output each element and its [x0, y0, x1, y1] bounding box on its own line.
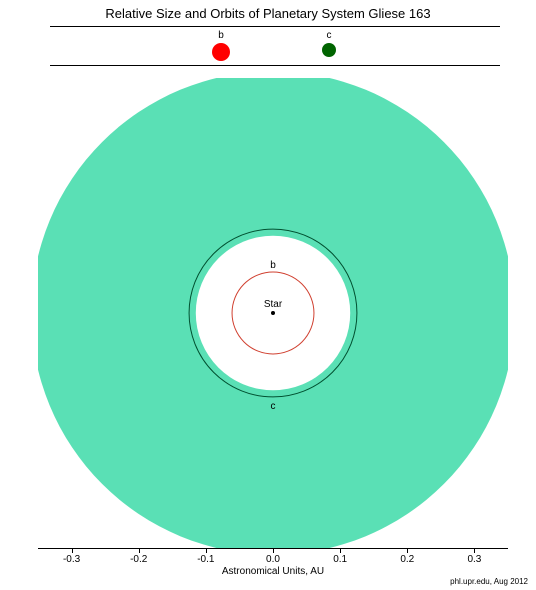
orbit-label-b: b	[270, 260, 276, 271]
tick-mark	[340, 548, 341, 553]
tick-mark	[139, 548, 140, 553]
tick-label: -0.3	[63, 554, 80, 565]
chart-title: Relative Size and Orbits of Planetary Sy…	[0, 6, 536, 21]
tick-mark	[474, 548, 475, 553]
planet-dot-icon	[322, 43, 336, 57]
axis-title: Astronomical Units, AU	[38, 566, 508, 577]
planet-dot-icon	[212, 43, 230, 61]
orbit-plot: b c Star	[38, 78, 508, 548]
credit-text: phl.upr.edu, Aug 2012	[450, 577, 528, 586]
orbit-svg: b c Star	[38, 78, 508, 548]
orbit-label-c: c	[271, 401, 276, 412]
star-marker	[271, 311, 275, 315]
x-axis: -0.3 -0.2 -0.1 0.0 0.1 0.2 0.3 Astronomical Un…	[38, 548, 508, 578]
legend-label: b	[191, 30, 251, 41]
tick-label: 0.1	[333, 554, 347, 565]
legend-label: c	[299, 30, 359, 41]
legend-item-b: b	[191, 30, 251, 66]
star-label: Star	[264, 299, 283, 310]
tick-label: -0.1	[197, 554, 214, 565]
tick-label: -0.2	[130, 554, 147, 565]
tick-mark	[206, 548, 207, 553]
tick-mark	[72, 548, 73, 553]
tick-mark	[273, 548, 274, 553]
legend-bottom-rule	[50, 65, 500, 66]
tick-label: 0.0	[266, 554, 280, 565]
tick-mark	[407, 548, 408, 553]
legend-top-rule	[50, 26, 500, 27]
legend: bc	[50, 26, 500, 66]
legend-item-c: c	[299, 30, 359, 62]
tick-label: 0.3	[467, 554, 481, 565]
tick-label: 0.2	[400, 554, 414, 565]
